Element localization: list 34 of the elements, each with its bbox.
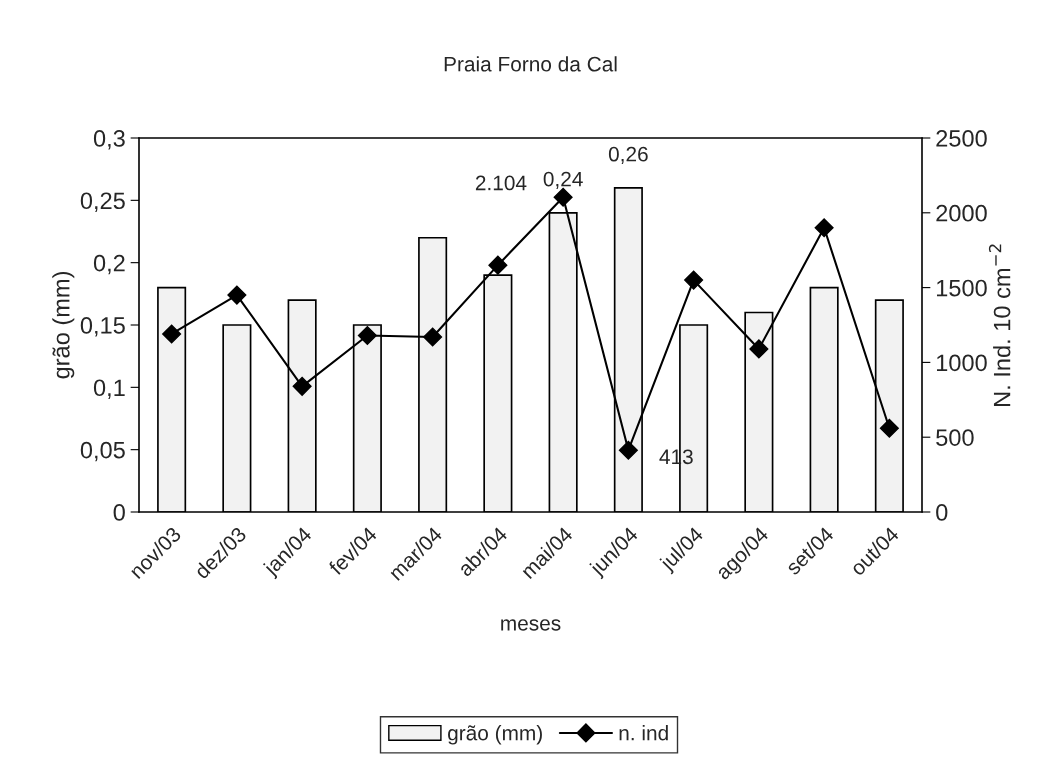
y2-tick-label: 2000 (936, 204, 987, 222)
point (749, 339, 769, 359)
legend-label: n. ind (619, 725, 668, 741)
y2-tick-label: 1500 (936, 279, 987, 297)
point (814, 218, 834, 238)
point (618, 440, 638, 460)
y2-tick-label: 2500 (936, 130, 987, 147)
legend-label: grão (mm) (448, 725, 542, 745)
y-tick-label: 0,2 (93, 254, 125, 275)
point (162, 324, 182, 344)
y-tick-label: 0,05 (80, 441, 125, 462)
point (879, 418, 899, 438)
x-axis-title: meses (501, 619, 561, 631)
y2-tick-label: 500 (936, 429, 974, 446)
y-axis-title: grão (mm) (52, 272, 75, 379)
point (488, 255, 508, 275)
point (227, 285, 247, 305)
point (292, 376, 312, 396)
point (553, 187, 573, 207)
y-tick-label: 0,15 (80, 317, 125, 337)
y2-axis-title: N. Ind. 10 cm$^{−2}$ (988, 244, 1011, 406)
point (357, 325, 377, 346)
data-label: 2.104 (475, 175, 527, 191)
data-label: 0,24 (543, 171, 583, 189)
y-tick-label: 0,3 (93, 130, 125, 150)
point (684, 270, 704, 290)
point (423, 327, 443, 347)
y-tick-label: 0,1 (93, 379, 125, 399)
data-label: 0,26 (608, 146, 648, 164)
y2-tick-label: 0 (936, 504, 948, 521)
chart-title: Praia Forno da Cal (444, 56, 617, 72)
y2-tick-label: 1000 (936, 354, 987, 372)
y-tick-label: 0,25 (80, 192, 125, 212)
y-tick-label: 0 (113, 504, 125, 521)
